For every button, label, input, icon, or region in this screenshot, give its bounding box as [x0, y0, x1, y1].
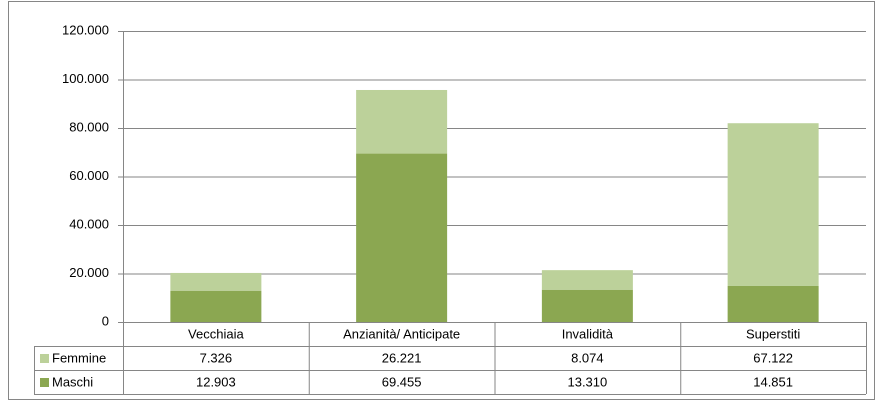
y-tick-label: 60.000 — [69, 168, 109, 183]
bar-segment — [356, 89, 448, 154]
bar-segment — [541, 270, 633, 290]
bar-segment — [170, 290, 262, 322]
legend-swatch — [40, 378, 49, 387]
bar-segment — [727, 285, 819, 322]
data-label: 7.326 — [200, 350, 233, 365]
data-label: 69.455 — [382, 374, 422, 389]
y-tick-label: 120.000 — [62, 22, 109, 37]
data-label: 8.074 — [571, 350, 604, 365]
y-tick-label: 20.000 — [69, 265, 109, 280]
data-label: 67.122 — [753, 350, 793, 365]
y-tick-label: 80.000 — [69, 119, 109, 134]
x-tick-label: Vecchiaia — [188, 326, 244, 341]
x-tick-label: Anzianità/ Anticipate — [343, 326, 460, 341]
y-tick-label: 100.000 — [62, 71, 109, 86]
bar-segment — [356, 153, 448, 322]
bar-segment — [541, 289, 633, 322]
legend-swatch — [40, 354, 49, 363]
legend-label: Maschi — [52, 374, 93, 389]
bar-segment — [727, 123, 819, 286]
data-label: 14.851 — [753, 374, 793, 389]
legend-label: Femmine — [52, 350, 106, 365]
x-tick-label: Superstiti — [746, 326, 800, 341]
y-tick-label: 0 — [102, 313, 109, 328]
data-label: 13.310 — [567, 374, 607, 389]
bar-segment — [170, 272, 262, 291]
data-label: 26.221 — [382, 350, 422, 365]
y-tick-label: 40.000 — [69, 216, 109, 231]
x-tick-label: Invalidità — [562, 326, 614, 341]
data-label: 12.903 — [196, 374, 236, 389]
